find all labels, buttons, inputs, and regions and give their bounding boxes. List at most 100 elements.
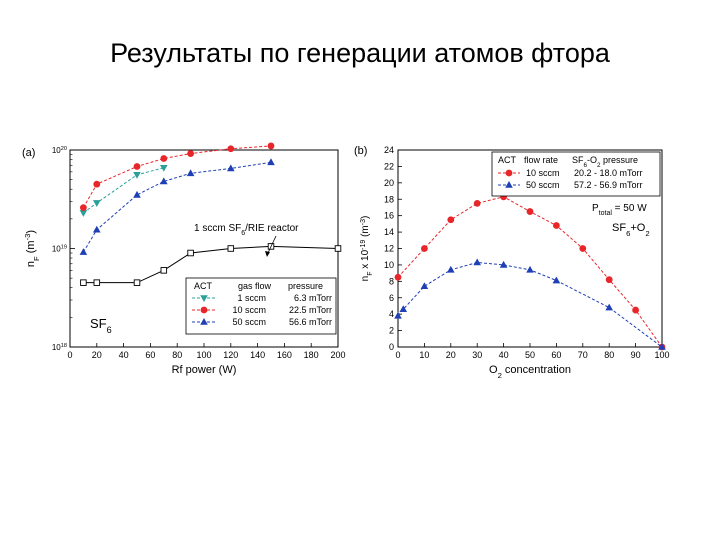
series-1sccm-line	[83, 167, 164, 214]
series-50sccm-point	[227, 164, 235, 172]
legend-header-a: gas flow	[238, 281, 272, 291]
y-axis-label-b: nF x 10-19 (m-3)	[360, 216, 374, 282]
y-tick-label-b: 4	[389, 309, 394, 319]
series-50sccm-line	[82, 161, 272, 253]
series-1sccm-point	[133, 172, 141, 179]
x-axis-label-a: Rf power (W)	[172, 364, 237, 376]
panel-label-b: (b)	[354, 145, 367, 157]
x-tick-label-a: 140	[250, 350, 265, 360]
series-10sccm-b-point	[579, 245, 587, 252]
series-50sccm-b-point	[420, 282, 429, 290]
x-tick-label-b: 80	[604, 350, 614, 360]
x-tick-label-a: 60	[145, 350, 155, 360]
y-tick-label-b: 16	[384, 211, 394, 221]
series-50sccm-point	[267, 158, 275, 166]
legend-header-b: ACT	[498, 155, 517, 165]
legend-pressure-a: 22.5 mTorr	[289, 305, 332, 315]
series-1sccm-point	[79, 210, 88, 217]
y-tick-label-b: 20	[384, 178, 394, 188]
legend-header-b: flow rate	[524, 155, 558, 165]
series-1sccm-point	[93, 200, 101, 207]
x-tick-label-b: 0	[395, 350, 400, 360]
series-50sccm-b-point	[394, 311, 402, 319]
series-10sccm-point	[80, 204, 87, 212]
series-50sccm-point	[133, 190, 141, 198]
x-tick-label-b: 50	[525, 350, 535, 360]
y-tick-label-b: 22	[384, 161, 394, 171]
y-tick-label-a: 1018	[52, 343, 67, 352]
series-10sccm-b-point	[473, 199, 481, 207]
legend-marker-a	[200, 318, 208, 325]
series-50sccm-b-point	[526, 265, 534, 273]
x-tick-label-b: 90	[631, 350, 641, 360]
chart-a-svg: 0 20 40 60 80 100 120 140 160 180 200 1018 1019 1020 (…	[22, 142, 346, 376]
legend-marker-a	[200, 295, 208, 302]
legend-pressure-b: 57.2 - 56.9 mTorr	[574, 180, 643, 190]
series-10sccm-b-point	[526, 208, 534, 215]
legend-pressure-a: 56.6 mTorr	[289, 317, 332, 327]
legend-header-b: SF6-O2 pressure	[572, 155, 638, 169]
chart-panel-a: 0 20 40 60 80 100 120 140 160 180 200 1018 1019 1020 (…	[18, 138, 354, 388]
gas-annotation-b: SF6+O2	[612, 222, 650, 238]
x-tick-label-a: 200	[330, 350, 345, 360]
series-50sccm-b-point	[605, 303, 613, 311]
y-tick-label-b: 10	[384, 260, 394, 270]
legend-pressure-a: 6.3 mTorr	[294, 293, 332, 303]
series-10sccm-b-point	[605, 276, 613, 284]
legend-box-b	[491, 151, 661, 197]
x-tick-label-a: 100	[196, 350, 211, 360]
series-rie-point	[187, 249, 194, 257]
chart-b-svg: 0 10 20 30 40 50 60 70 80 90 100024681012141618202…	[354, 145, 670, 380]
x-tick-label-a: 40	[119, 350, 129, 360]
series-10sccm-b-point	[632, 306, 639, 314]
x-tick-label-a: 120	[223, 350, 238, 360]
x-tick-label-a: 0	[67, 350, 72, 360]
series-50sccm-b-point	[658, 343, 666, 350]
series-rie-group	[80, 243, 342, 286]
panel-label-a: (a)	[22, 147, 35, 159]
x-tick-label-b: 70	[578, 350, 588, 360]
y-tick-label-b: 2	[389, 326, 394, 336]
series-10sccm-b-point	[447, 216, 455, 224]
series-50sccm-b-point	[552, 276, 561, 284]
series-50sccm-point	[93, 225, 101, 233]
y-tick-label-b: 12	[384, 244, 394, 254]
x-tick-label-a: 160	[277, 350, 292, 360]
y-axis-label-a: nF (m-3)	[23, 230, 41, 267]
legend-pressure-b: 20.2 - 18.0 mTorr	[574, 168, 643, 178]
series-50sccm-group	[79, 158, 275, 255]
legend-flow-a: 10 sccm	[232, 305, 266, 315]
series-50sccm-point	[160, 177, 168, 185]
legend-marker-b	[505, 181, 513, 188]
y-tick-label-b: 14	[384, 227, 394, 237]
series-50sccm-b-point	[499, 260, 508, 268]
y-tick-label-b: 6	[389, 293, 394, 303]
series-10sccm-point	[133, 163, 141, 170]
series-10sccm-b-point	[394, 273, 402, 281]
x-axis-label-b: O2 concentration	[489, 364, 571, 380]
gas-annotation-a: SF6	[90, 316, 112, 335]
y-tick-label-b: 8	[389, 276, 394, 286]
series-10sccm-point	[267, 142, 275, 150]
series-50sccm-b-line	[397, 261, 663, 348]
series-50sccm-b-point	[473, 258, 481, 266]
series-rie-point	[334, 245, 342, 252]
series-rie-point	[93, 279, 101, 286]
y-tick-label-b: 18	[384, 194, 394, 204]
series-1sccm-point	[160, 164, 168, 172]
legend-flow-a: 50 sccm	[232, 317, 266, 327]
x-tick-label-a: 180	[304, 350, 319, 360]
y-tick-label-a: 1019	[52, 245, 67, 254]
chart-panel-b: 0 10 20 30 40 50 60 70 80 90 100 0 2 4 6 8 10 12 14 16 18 20 2…	[350, 138, 680, 388]
slide-title: Результаты по генерации атомов фтора	[110, 38, 610, 68]
series-rie-point	[160, 267, 168, 274]
legend-box-a	[185, 277, 337, 335]
x-tick-label-b: 30	[472, 350, 482, 360]
legend-flow-a: 1 sccm	[237, 293, 266, 303]
series-10sccm-b-point	[421, 245, 428, 252]
series-10sccm-b-point	[553, 222, 560, 229]
reactor-annotation-a: 1 sccm SF6/RIE reactor	[194, 223, 299, 237]
x-tick-label-b: 10	[419, 350, 429, 360]
legend-flow-b: 10 sccm	[526, 168, 560, 178]
series-10sccm-line	[82, 145, 272, 208]
